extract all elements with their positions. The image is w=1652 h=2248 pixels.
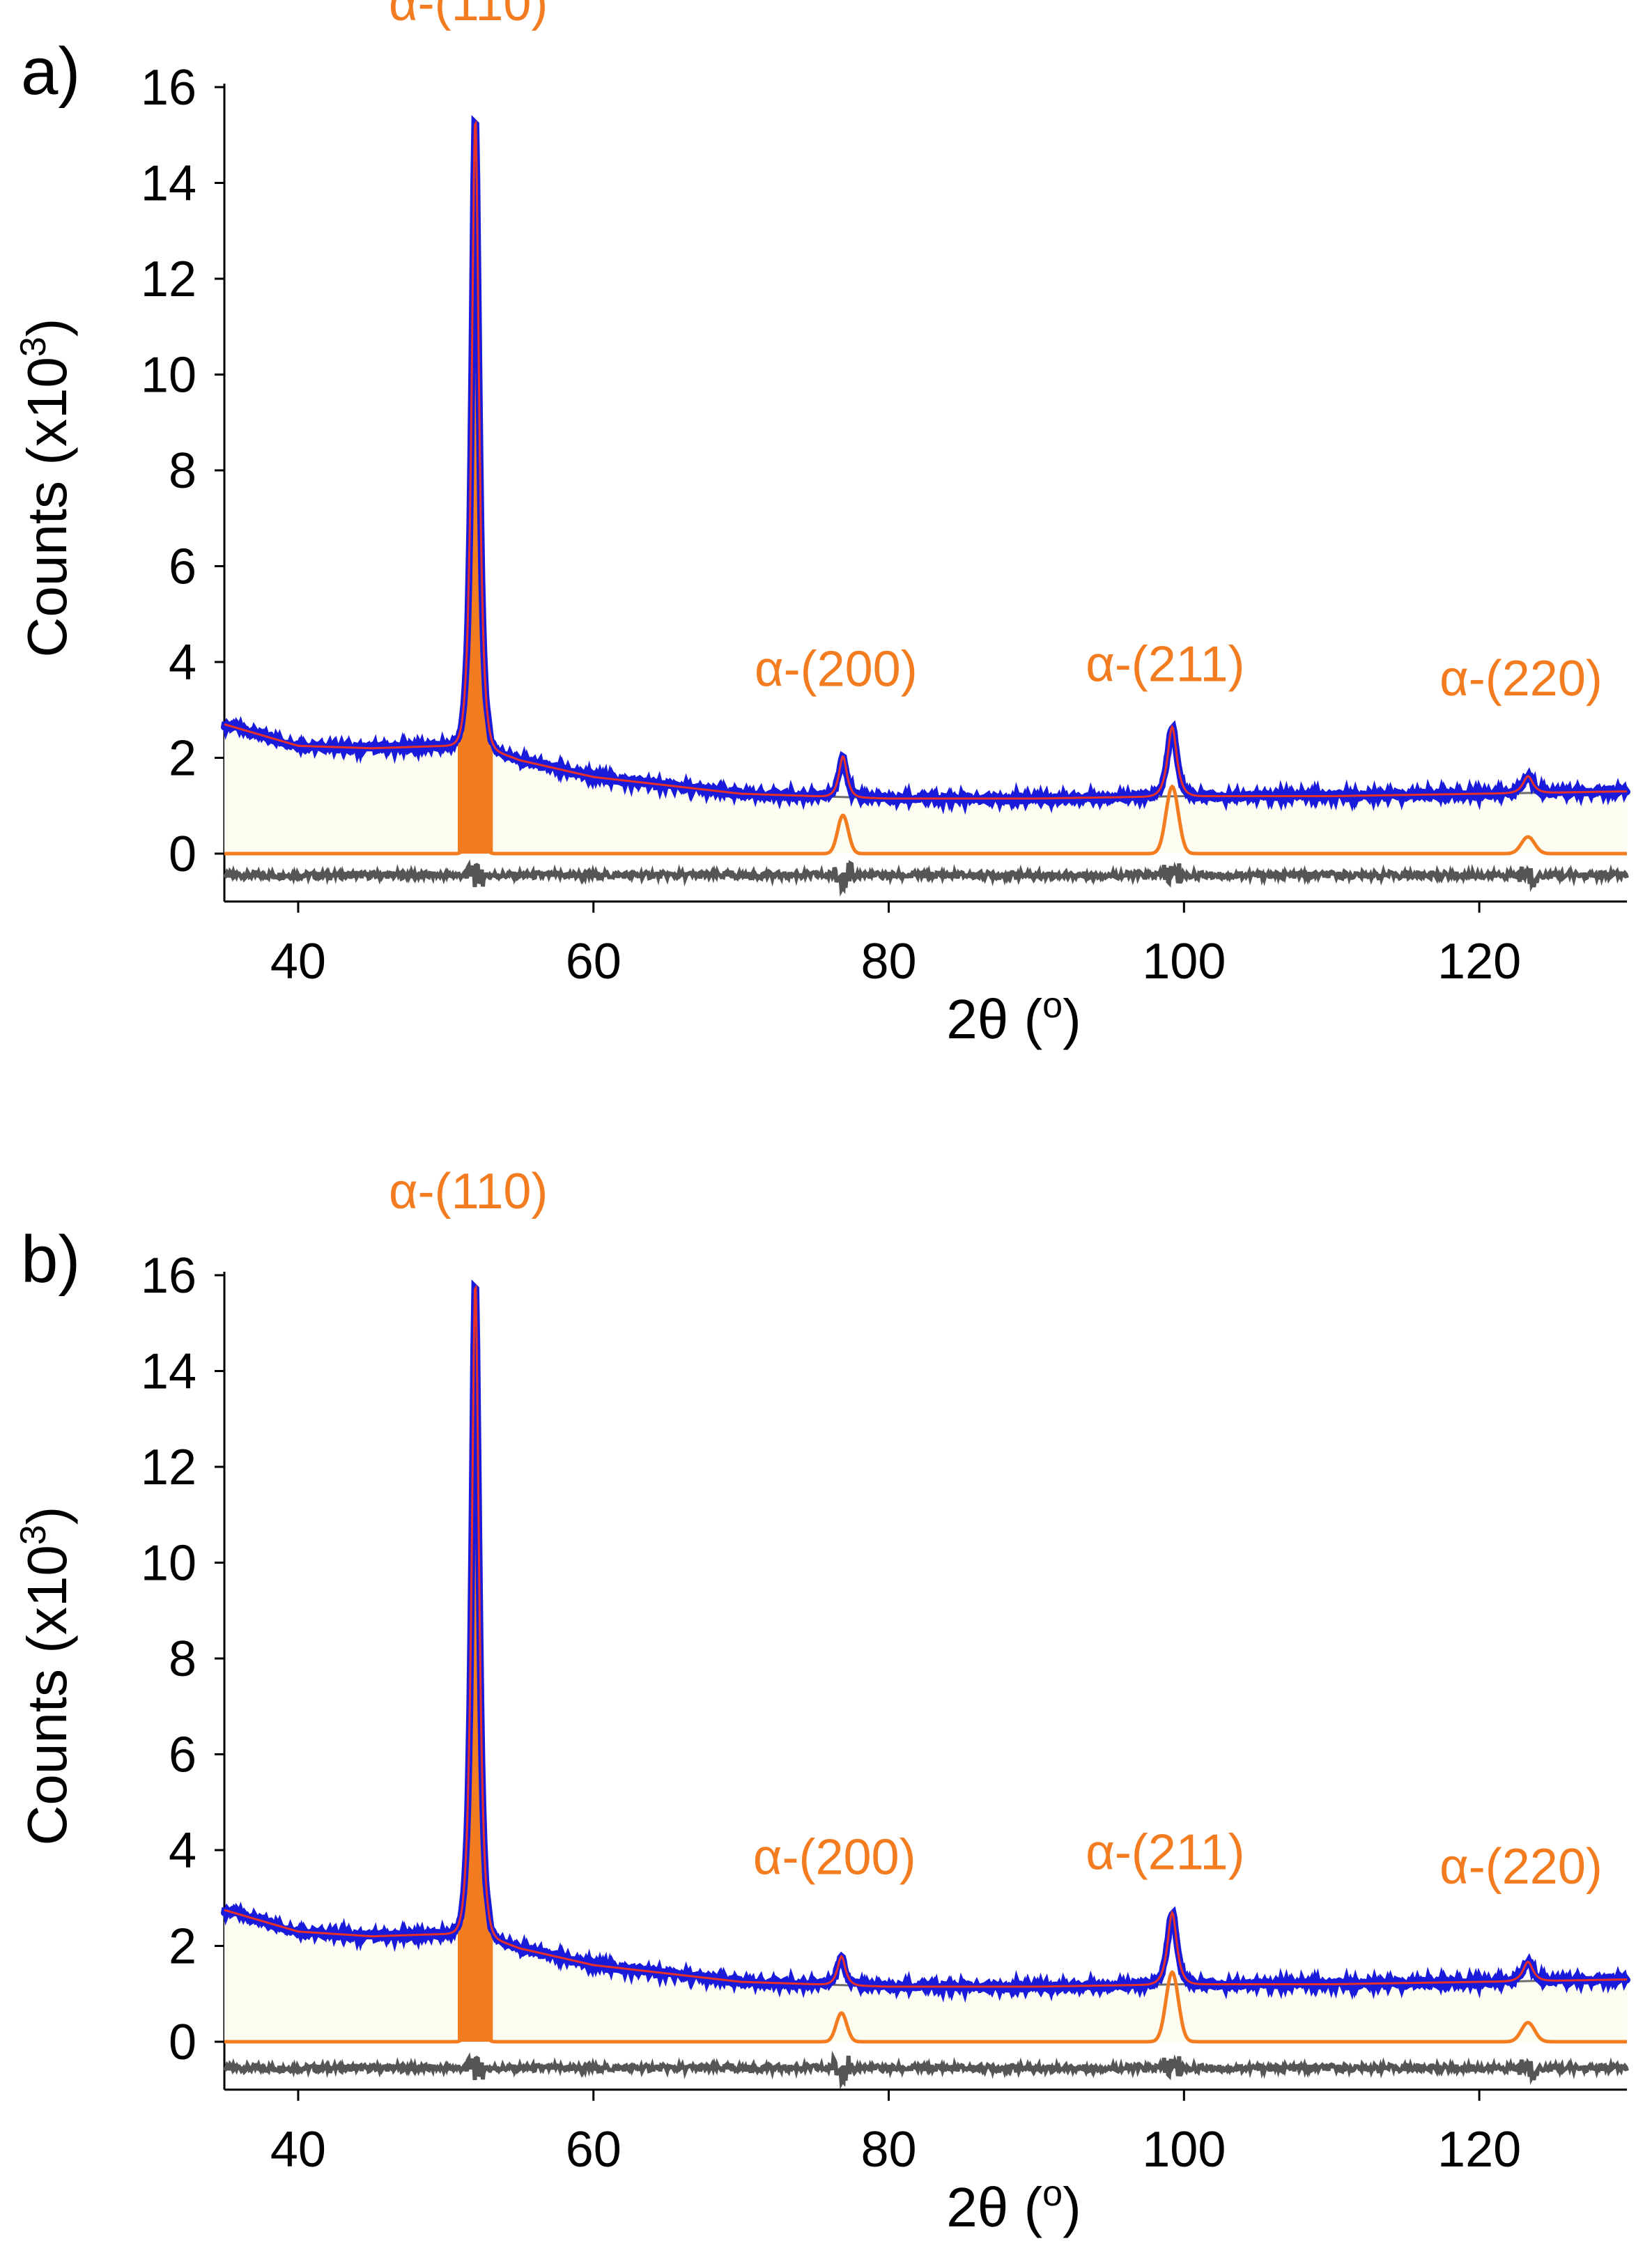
peak-label: α-(220) — [1439, 651, 1603, 707]
y-axis-title-b: Counts (x103) — [13, 1507, 78, 1846]
difference-line — [222, 859, 1629, 897]
background-area — [224, 1909, 1627, 2042]
y-tick-label: 12 — [141, 1440, 196, 1495]
peak-labels-a: α-(110) α-(200) α-(211) α-(220) — [389, 0, 1603, 707]
curves-a — [221, 115, 1630, 897]
x-tick-label: 100 — [1142, 934, 1226, 990]
y-tick-label: 10 — [141, 1536, 196, 1592]
peak-label: α-(220) — [1439, 1839, 1603, 1895]
x-tick-label: 80 — [860, 934, 916, 990]
y-tick-label: 14 — [141, 1344, 196, 1400]
x-tick-label: 80 — [860, 2122, 916, 2178]
y-axis-title-a: Counts (x103) — [13, 318, 78, 658]
x-axis-title-a: 2θ (o) — [946, 985, 1081, 1050]
y-tick-label: 6 — [169, 1727, 196, 1783]
y-tick-label: 4 — [169, 635, 196, 691]
difference-line — [222, 2050, 1629, 2090]
peak-label: α-(211) — [1086, 637, 1244, 693]
x-tick-label: 60 — [566, 934, 622, 990]
y-tick-label: 10 — [141, 348, 196, 403]
y-tick-label: 0 — [169, 2015, 196, 2070]
peak-label: α-(200) — [755, 641, 918, 697]
x-tick-label: 60 — [566, 2122, 622, 2178]
y-tick-label: 0 — [169, 826, 196, 882]
y-tick-label: 14 — [141, 156, 196, 212]
peak-label: α-(110) — [389, 1164, 548, 1219]
peak-label: α-(110) — [389, 0, 548, 31]
y-tick-label: 4 — [169, 1823, 196, 1879]
y-tick-label: 16 — [141, 1248, 196, 1304]
calculated-line — [224, 119, 1627, 800]
x-tick-label: 40 — [270, 934, 326, 990]
peak-labels-b: α-(110) α-(200) α-(211) α-(220) — [389, 1164, 1603, 1895]
background-area — [224, 724, 1627, 854]
x-tick-label: 40 — [270, 2122, 326, 2178]
y-tick-label: 8 — [169, 443, 196, 499]
y-tick-label: 12 — [141, 252, 196, 307]
panel-a: a) Counts (x103) 2θ (o) 0 2 4 6 8 10 12 14 16 40 6… — [13, 0, 1630, 1050]
peak-label: α-(200) — [753, 1829, 916, 1885]
panel-label-a: a) — [21, 34, 80, 109]
y-tick-label: 2 — [169, 1919, 196, 1975]
panel-b: b) Counts (x103) 2θ (o) 0 2 4 6 8 10 12 14 16 40 6… — [13, 1164, 1630, 2238]
x-tick-label: 100 — [1142, 2122, 1226, 2178]
calculated-line — [224, 1284, 1627, 1988]
y-tick-label: 16 — [141, 60, 196, 116]
peak-label: α-(211) — [1086, 1825, 1244, 1881]
background-fill-b — [224, 1909, 1627, 2042]
y-tick-label: 8 — [169, 1631, 196, 1687]
curves-b — [221, 1279, 1630, 2090]
panel-label-b: b) — [21, 1222, 80, 1297]
y-tick-label: 2 — [169, 731, 196, 787]
x-axis-title-b: 2θ (o) — [946, 2173, 1081, 2238]
x-tick-label: 120 — [1437, 934, 1521, 990]
x-tick-label: 120 — [1437, 2122, 1521, 2178]
y-tick-label: 6 — [169, 539, 196, 595]
background-fill-a — [224, 724, 1627, 854]
